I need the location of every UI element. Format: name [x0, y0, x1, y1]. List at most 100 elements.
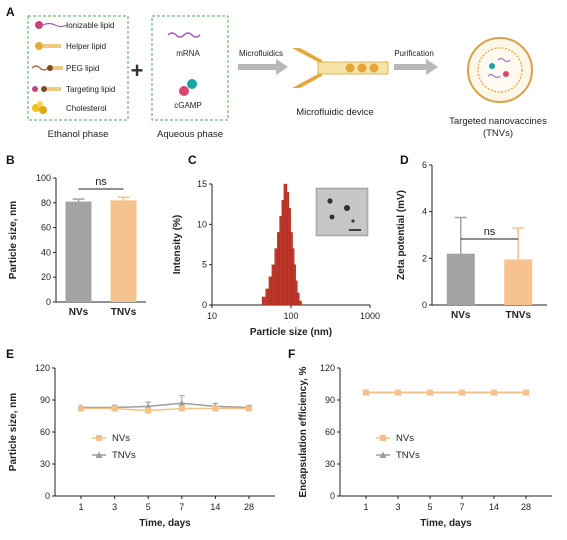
panel-letter-a: A	[6, 5, 15, 19]
y-tick-label: 40	[41, 247, 51, 257]
y-tick-label: 30	[325, 459, 335, 469]
x-tick-label: 100	[283, 311, 298, 321]
series-line-tnvs	[81, 402, 250, 409]
data-point	[145, 407, 152, 414]
product-caption-line1: Targeted nanovaccines	[449, 116, 547, 127]
helper-lipid-icon	[35, 42, 61, 50]
histogram-bar	[261, 296, 266, 306]
x-tick-label: 28	[521, 502, 531, 512]
histogram-bar	[265, 288, 269, 306]
y-tick-label: 60	[325, 427, 335, 437]
y-tick-label: 15	[197, 179, 207, 189]
x-tick-label: 7	[459, 502, 464, 512]
histogram-bar	[268, 276, 273, 306]
y-tick-label: 0	[46, 297, 51, 307]
y-tick-label: 0	[202, 300, 207, 310]
x-tick-label: 28	[244, 502, 254, 512]
y-tick-label: 5	[202, 260, 207, 270]
microfluidics-label: Microfluidics	[239, 49, 283, 58]
y-tick-label: 6	[422, 160, 427, 170]
histogram-bar	[298, 300, 302, 306]
legend-label: TNVs	[396, 450, 420, 461]
legend-marker-triangle	[95, 451, 103, 458]
panel-letter-d: D	[400, 153, 409, 167]
legend-marker-square	[380, 435, 386, 441]
data-point	[178, 405, 185, 412]
data-point	[395, 389, 401, 396]
significance-label: ns	[484, 226, 496, 238]
particle-dot	[344, 205, 350, 211]
chart-d-zeta-potential: 0 2 4 6 Zeta potential (mV) NVs TNVs ns	[396, 160, 547, 321]
x-tick-label: 14	[210, 502, 220, 512]
panel-letter-e: E	[6, 347, 14, 361]
tem-image-inset	[315, 187, 369, 237]
histogram-bar	[296, 292, 300, 306]
aqueous-phase-caption: Aqueous phase	[157, 129, 223, 140]
chart-f-encapsulation: 0 30 60 90 120 Encapsulation efficiency, % 1 3 5…	[298, 363, 552, 529]
panel-a: A Ionizable lipid Helper lipid PEG lipid…	[6, 5, 547, 140]
arrow-right-icon	[238, 59, 288, 75]
x-tick-label: TNVs	[505, 310, 531, 321]
x-tick-label: 10	[207, 311, 217, 321]
x-tick-label: 1000	[360, 311, 380, 321]
data-point	[491, 389, 497, 396]
ethanol-phase-caption: Ethanol phase	[48, 129, 109, 140]
panel-letter-c: C	[188, 153, 197, 167]
peg-lipid-icon	[31, 65, 63, 71]
x-tick-label: 5	[427, 502, 432, 512]
particle-dot	[329, 214, 335, 220]
chart-e-size-stability: 0 30 60 90 120 Particle size, nm 1 3 5 7 14 28 Time,…	[8, 363, 275, 529]
y-axis-label: Encapsulation efficiency, %	[298, 366, 309, 497]
y-tick-label: 100	[36, 173, 51, 183]
data-point	[178, 399, 186, 407]
data-point	[523, 389, 529, 396]
x-tick-label: 7	[179, 502, 184, 512]
product-caption-line2: (TNVs)	[483, 128, 513, 139]
y-tick-label: 2	[422, 253, 427, 263]
plus-sign: +	[131, 58, 144, 83]
legend-marker-square	[96, 435, 102, 441]
bar-tnvs	[504, 259, 533, 305]
microfluidic-device-icon	[292, 48, 389, 88]
x-tick-label: 5	[146, 502, 151, 512]
data-point	[246, 405, 252, 412]
panel-letter-b: B	[6, 153, 15, 167]
y-tick-label: 10	[197, 219, 207, 229]
y-tick-label: 0	[330, 491, 335, 501]
legend-label: NVs	[112, 433, 130, 444]
bar-tnvs	[110, 200, 137, 302]
aqueous-phase-box	[151, 15, 229, 121]
y-tick-label: 90	[40, 395, 50, 405]
cholesterol-icon	[32, 101, 47, 114]
cgamp-icon	[179, 79, 197, 96]
y-tick-label: 60	[41, 223, 51, 233]
series-line-nvs	[81, 407, 249, 412]
x-tick-label: 1	[78, 502, 83, 512]
arrow-right-icon	[394, 59, 438, 75]
particle-dot	[327, 198, 333, 204]
data-point	[111, 405, 118, 412]
x-tick-label: 3	[112, 502, 117, 512]
y-tick-label: 90	[325, 395, 335, 405]
ionizable-lipid-icon	[35, 21, 68, 29]
y-tick-label: 80	[41, 198, 51, 208]
x-tick-label: 1	[363, 502, 368, 512]
x-axis-label: Time, days	[139, 518, 191, 529]
data-point	[363, 389, 369, 396]
y-tick-label: 20	[41, 272, 51, 282]
particle-dot	[351, 219, 355, 223]
x-axis-label: Particle size (nm)	[250, 327, 332, 338]
mrna-icon	[167, 32, 201, 38]
y-tick-label: 0	[422, 300, 427, 310]
y-tick-label: 30	[40, 459, 50, 469]
y-axis-label: Intensity (%)	[172, 215, 183, 274]
x-tick-label: 14	[489, 502, 499, 512]
cgamp-label: cGAMP	[174, 101, 202, 110]
panel-letter-f: F	[288, 347, 295, 361]
legend-label: NVs	[396, 433, 414, 444]
significance-label: ns	[95, 176, 107, 188]
helper-lipid-label: Helper lipid	[66, 42, 106, 51]
targeting-lipid-icon	[32, 86, 61, 92]
cholesterol-label: Cholesterol	[66, 104, 107, 113]
data-point	[212, 405, 219, 412]
